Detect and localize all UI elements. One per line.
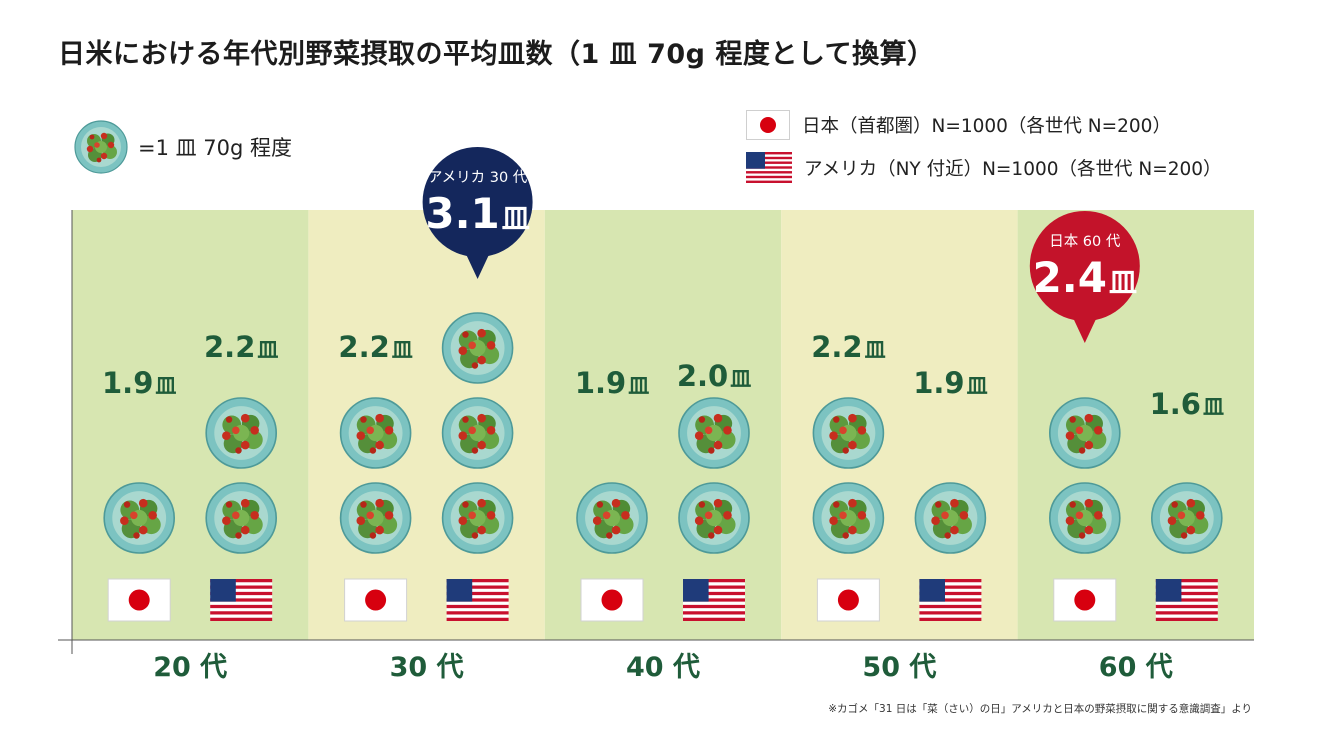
x-tick-label: 20 代 <box>153 652 227 683</box>
legend-unit: =1 皿 70g 程度 <box>74 120 292 174</box>
x-tick-label: 50 代 <box>862 652 936 683</box>
data-label: 1.9皿 <box>102 366 176 400</box>
data-label: 2.2皿 <box>204 330 278 364</box>
data-label: 2.2皿 <box>811 330 885 364</box>
legend-japan-label: 日本（首都圏）N=1000（各世代 N=200） <box>802 116 1171 137</box>
legend-usa: アメリカ（NY 付近）N=1000（各世代 N=200） <box>746 152 1222 183</box>
salad-plate-icon <box>441 312 514 384</box>
callout-circle <box>422 147 533 257</box>
callout-bubble: 日本 60 代 2.4皿 <box>1029 211 1140 343</box>
legend-usa-label: アメリカ（NY 付近）N=1000（各世代 N=200） <box>804 158 1222 180</box>
usa-flag-icon <box>683 579 745 621</box>
x-tick-label: 30 代 <box>390 652 464 683</box>
japan-flag-dot <box>1074 589 1096 611</box>
salad-plate-icon <box>812 482 885 554</box>
salad-plate-icon <box>1048 397 1121 469</box>
x-tick-label: 40 代 <box>626 652 700 683</box>
japan-flag-icon <box>746 110 790 140</box>
salad-plate-icon <box>339 397 412 469</box>
salad-plate-icon <box>205 482 278 554</box>
callout-title: アメリカ 30 代 <box>428 169 528 186</box>
salad-plate-icon <box>678 397 750 469</box>
japan-flag-dot <box>128 589 150 611</box>
callout-pointer <box>1070 313 1099 343</box>
salad-plate-icon <box>103 482 176 554</box>
callout-value: 3.1皿 <box>425 189 529 238</box>
data-label: 1.9皿 <box>575 366 649 400</box>
data-label: 2.2皿 <box>338 330 412 364</box>
usa-flag-icon <box>919 579 982 621</box>
japan-flag-dot <box>365 589 387 611</box>
salad-plate-icon <box>576 482 648 554</box>
usa-flag-icon <box>446 579 509 621</box>
legend-japan: 日本（首都圏）N=1000（各世代 N=200） <box>746 110 1171 140</box>
salad-plate-icon <box>339 482 412 554</box>
legend-unit-label: =1 皿 70g 程度 <box>138 136 293 160</box>
x-tick-label: 60 代 <box>1099 652 1173 683</box>
data-label: 1.9皿 <box>913 366 987 400</box>
usa-flag-icon <box>210 579 273 621</box>
callout-bubble: アメリカ 30 代 3.1皿 <box>422 147 533 279</box>
salad-plate-icon <box>441 482 514 554</box>
salad-plate-icon <box>205 397 278 469</box>
salad-plate-icon <box>441 397 514 469</box>
chart-title: 日米における年代別野菜摂取の平均皿数（1 皿 70g 程度として換算） <box>58 39 935 70</box>
data-label: 2.0皿 <box>677 359 751 393</box>
data-label: 1.6皿 <box>1150 387 1224 421</box>
callout-title: 日本 60 代 <box>1049 233 1121 250</box>
salad-plate-icon <box>1048 482 1121 554</box>
callout-circle <box>1029 211 1140 321</box>
japan-flag-dot <box>601 589 623 611</box>
salad-plate-icon <box>678 482 750 554</box>
japan-flag-dot <box>837 589 859 611</box>
usa-flag-icon <box>1155 579 1218 621</box>
salad-plate-icon <box>1150 482 1223 554</box>
source-note: ※カゴメ「31 日は「菜（さい）の日」アメリカと日本の野菜摂取に関する意識調査」… <box>828 703 1252 715</box>
salad-plate-icon <box>914 482 987 554</box>
salad-plate-icon <box>812 397 885 469</box>
callout-value: 2.4皿 <box>1033 253 1137 302</box>
callout-pointer <box>463 249 492 279</box>
